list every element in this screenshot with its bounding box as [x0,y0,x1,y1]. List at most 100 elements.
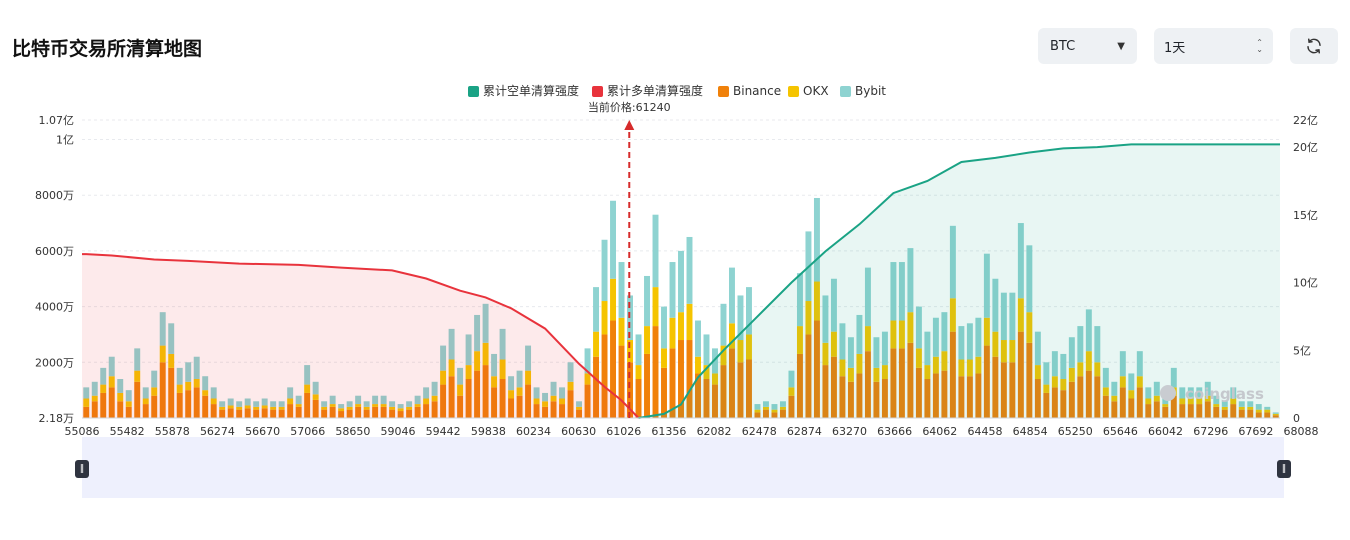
bar-binance [618,345,625,418]
caret-down-icon: ▼ [1117,40,1125,52]
bar-binance [261,408,268,418]
bar-binance [1255,412,1262,418]
bar-okx [695,356,701,374]
bar-bybit [134,348,141,371]
bar-bybit [482,303,489,343]
x-tick-label: 64062 [922,425,957,438]
coin-select[interactable]: BTC ▼ [1038,28,1137,64]
legend-label: 累计空单清算强度 [483,83,579,98]
bar-binance [754,412,761,418]
bar-okx [312,394,319,400]
bar-bybit [168,323,175,354]
bar-bybit [176,367,183,385]
zoom-handle-left[interactable]: ‖ [75,460,89,478]
bar-binance [423,404,430,418]
bar-binance [1238,409,1245,418]
refresh-button[interactable] [1290,28,1338,64]
bar-okx [414,404,421,407]
bar-binance [864,351,871,418]
bar-okx [788,387,795,396]
bar-binance [771,412,778,418]
bar-binance [805,334,812,418]
bar-okx [644,326,650,354]
bar-binance [1077,376,1084,418]
bar-bybit [533,387,540,399]
bar-binance [839,376,846,418]
bar-bybit [1221,401,1228,407]
bar-binance [440,384,447,418]
bar-binance [958,376,965,418]
bar-binance [525,384,532,418]
bar-okx [754,409,761,413]
zoom-handle-right[interactable]: ‖ [1277,460,1291,478]
bar-bybit [941,312,948,352]
bar-bybit [363,401,370,407]
bar-binance [304,392,311,418]
bar-binance [108,387,115,418]
bar-okx [881,365,888,380]
bar-binance [873,381,880,418]
bar-okx [813,281,820,321]
bar-binance [1060,390,1067,418]
bar-binance [533,404,540,418]
bar-bybit [329,395,336,405]
bar-okx [117,392,124,402]
bar-bybit [745,287,752,335]
bar-okx [244,405,251,409]
bar-bybit [1153,381,1160,396]
bar-okx [856,353,863,374]
bar-bybit [1026,245,1033,313]
bar-binance [1136,387,1143,418]
bar-binance [1094,376,1101,418]
bar-bybit [1170,367,1177,388]
bar-binance [397,411,404,418]
bar-bybit [678,250,684,313]
legend-swatch [468,86,479,97]
bar-binance [91,401,98,418]
bar-bybit [414,395,421,405]
bar-binance [159,362,166,418]
bar-okx [533,398,540,405]
bar-okx [1102,387,1109,396]
bar-okx [465,365,472,380]
bar-okx [338,408,345,412]
bar-binance [1213,406,1220,418]
bar-bybit [1000,292,1007,341]
bar-binance [898,348,905,418]
bar-okx [983,317,990,346]
bar-bybit [839,323,846,360]
bar-binance [321,409,328,418]
bar-bybit [915,306,922,349]
bar-okx [601,301,608,335]
bar-bybit [1247,401,1254,407]
bar-binance [117,401,124,418]
y-right-tick-label: 0 [1293,412,1300,425]
bar-bybit [1196,387,1203,399]
bar-bybit [779,401,786,407]
bar-bybit [210,387,217,399]
bar-okx [423,398,430,405]
bar-binance [482,365,489,418]
bar-okx [559,398,566,405]
y-left-tick-label: 2.18万 [39,412,75,425]
bar-okx [108,376,115,388]
y-right-tick-label: 15亿 [1293,209,1318,222]
bar-bybit [423,387,430,399]
range-select[interactable]: 1天 ⌃ ⌄ [1154,28,1273,64]
bar-bybit [91,381,98,396]
bar-bybit [380,395,387,405]
bar-okx [1221,406,1228,410]
bar-binance [695,373,701,418]
refresh-icon [1307,38,1321,54]
bar-okx [652,287,659,327]
bar-okx [295,404,302,407]
y-right-tick-label: 20亿 [1293,141,1318,154]
bar-binance [1196,404,1203,418]
bar-bybit [992,278,999,332]
zoom-range-slider[interactable] [82,437,1284,498]
bar-okx [1026,312,1033,343]
bar-binance [406,409,413,418]
x-tick-label: 67692 [1238,425,1273,438]
bar-okx [958,359,965,377]
bar-binance [584,384,591,418]
